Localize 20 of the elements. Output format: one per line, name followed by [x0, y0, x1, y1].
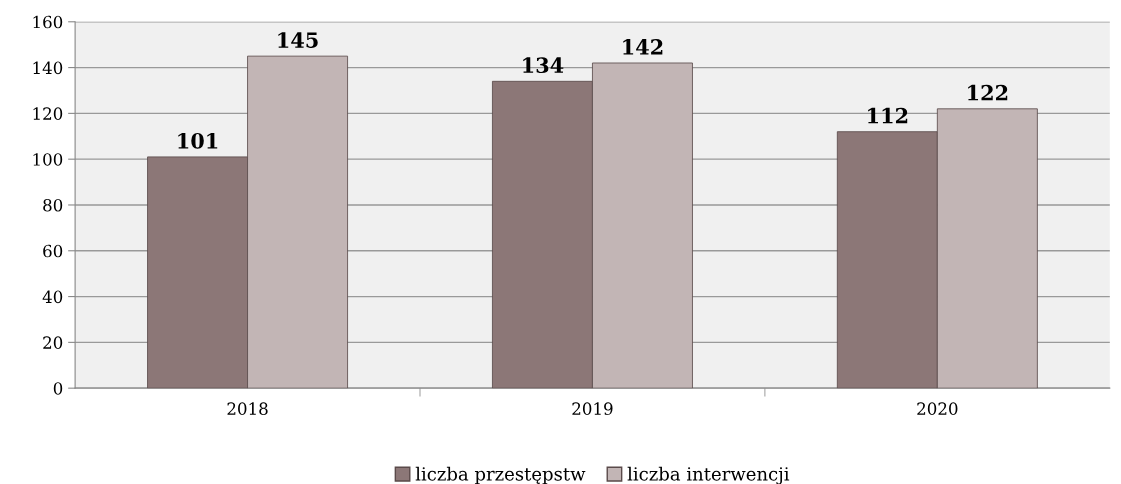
x-tick-label: 2018: [227, 402, 268, 415]
y-tick-label: 40: [42, 290, 63, 304]
data-label: 122: [968, 84, 1008, 101]
data-label: 112: [868, 107, 908, 124]
y-tick-label: 140: [33, 61, 63, 75]
data-label: 142: [623, 39, 663, 55]
legend-label: liczba interwencji: [627, 466, 790, 484]
y-tick-label: 80: [43, 198, 63, 212]
legend-label: liczba przestępstw: [415, 466, 586, 484]
x-tick-label: 2019: [572, 402, 613, 415]
y-tick-label: 20: [43, 336, 63, 349]
data-label: 101: [178, 132, 218, 149]
y-tick-label: 120: [33, 107, 63, 120]
y-tick-label: 0: [53, 382, 63, 395]
data-label: 134: [523, 57, 564, 74]
x-tick-label: 2020: [917, 402, 958, 415]
y-tick-label: 100: [33, 153, 63, 166]
y-tick-label: 160: [33, 15, 63, 29]
data-label: 145: [278, 32, 318, 48]
y-tick-label: 60: [43, 244, 63, 258]
